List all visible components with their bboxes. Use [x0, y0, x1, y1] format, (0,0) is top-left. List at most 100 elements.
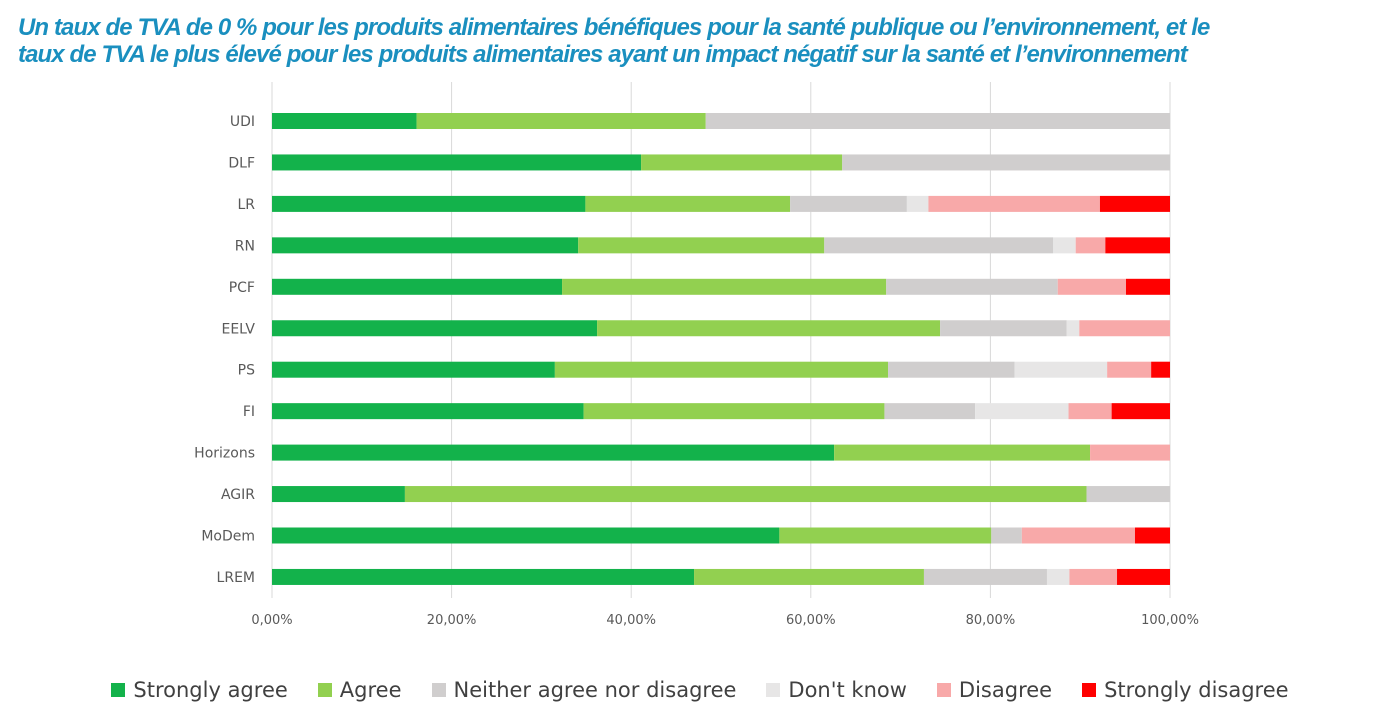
bar-segment: [824, 237, 1054, 254]
bar-segment: [694, 568, 924, 585]
bar-segment: [1125, 278, 1170, 295]
category-label: UDI: [230, 114, 255, 130]
bar-segment: [1151, 361, 1170, 378]
category-label: Horizons: [194, 446, 255, 462]
bar-segment: [1046, 568, 1070, 585]
bar-segment: [991, 527, 1022, 544]
x-tick-label: 0,00%: [251, 613, 292, 628]
bar-segment: [585, 195, 791, 212]
bar-segment: [272, 568, 695, 585]
stacked-bar-chart: UDI DLF LR RN PCF EELV PS FI Horizons AGIR MoDem LR…: [194, 82, 1199, 628]
legend-label: Disagree: [958, 678, 1053, 702]
x-axis-tick-labels: 0,00% 20,00% 40,00% 60,00% 80,00% 100,00%: [251, 613, 1199, 628]
category-label: LREM: [217, 570, 255, 586]
category-label: PS: [238, 363, 255, 379]
bar-segment: [272, 320, 598, 337]
bar-segment: [272, 361, 555, 378]
legend-label: Strongly agree: [133, 678, 288, 702]
bar-segment: [272, 444, 835, 461]
legend: Strongly agree Agree Neither agree nor dis…: [0, 678, 1400, 702]
category-label: FI: [243, 404, 255, 420]
legend-swatch: [1082, 683, 1097, 697]
category-label: EELV: [221, 321, 255, 337]
legend-label: Don't know: [788, 678, 907, 702]
chart-title-line-2: taux de TVA le plus élevé pour les produ…: [18, 41, 1188, 68]
legend-swatch: [766, 683, 781, 697]
chart-title-line-1: Un taux de TVA de 0 % pour les produits …: [18, 14, 1210, 41]
legend-item: Strongly agree: [111, 678, 288, 702]
bar-segment: [1068, 403, 1112, 420]
bar-segment: [641, 154, 843, 171]
x-tick-label: 20,00%: [427, 613, 477, 628]
bar-segment: [886, 278, 1058, 295]
bar-segment: [404, 486, 1087, 503]
legend-item: Strongly disagree: [1082, 678, 1289, 702]
bar-segment: [272, 403, 584, 420]
bar-segment: [1066, 320, 1080, 337]
bar-segment: [790, 195, 907, 212]
bar-segment: [975, 403, 1069, 420]
category-label: AGIR: [221, 487, 255, 503]
bar-segment: [562, 278, 887, 295]
legend-swatch: [936, 683, 951, 697]
category-label: MoDem: [201, 529, 255, 545]
bar-segment: [272, 195, 586, 212]
x-tick-label: 60,00%: [786, 613, 836, 628]
bar-segment: [554, 361, 889, 378]
chart-title: Un taux de TVA de 0 % pour les produits …: [18, 14, 1388, 68]
bar-segment: [705, 113, 1170, 129]
bar-segment: [842, 154, 1170, 171]
legend-label: Neither agree nor disagree: [453, 678, 737, 702]
legend-item: Neither agree nor disagree: [431, 678, 737, 702]
bar-segment: [1090, 444, 1170, 461]
bar-segment: [923, 568, 1047, 585]
x-tick-label: 100,00%: [1141, 613, 1199, 628]
category-label: RN: [235, 238, 255, 254]
bar-segment: [272, 237, 579, 254]
bar-segment: [906, 195, 929, 212]
bar-segment: [1075, 237, 1106, 254]
category-labels: UDI DLF LR RN PCF EELV PS FI Horizons AGIR MoDem LR…: [194, 114, 255, 586]
bar-segment: [416, 113, 706, 129]
bar-segment: [779, 527, 992, 544]
x-tick-label: 40,00%: [606, 613, 656, 628]
bar-segment: [1107, 361, 1152, 378]
legend-label: Strongly disagree: [1104, 678, 1289, 702]
category-label: PCF: [229, 280, 255, 296]
bar-segment: [1134, 527, 1170, 544]
legend-label: Agree: [339, 678, 402, 702]
bar-segment: [928, 195, 1100, 212]
bar-segment: [940, 320, 1067, 337]
bar-segment: [272, 113, 417, 129]
bar-segment: [834, 444, 1091, 461]
legend-item: Disagree: [936, 678, 1053, 702]
bar-segment: [1053, 237, 1076, 254]
bar-segment: [1079, 320, 1170, 337]
legend-swatch: [431, 683, 446, 697]
bar-segment: [888, 361, 1015, 378]
bars: [272, 113, 1170, 585]
bar-segment: [272, 527, 780, 544]
bar-segment: [583, 403, 885, 420]
legend-swatch: [317, 683, 332, 697]
legend-swatch: [111, 683, 126, 697]
bar-segment: [578, 237, 825, 254]
bar-segment: [272, 486, 405, 503]
x-tick-label: 80,00%: [966, 613, 1016, 628]
bar-segment: [1021, 527, 1135, 544]
category-label: DLF: [228, 155, 255, 171]
bar-segment: [1014, 361, 1108, 378]
bar-segment: [1117, 568, 1170, 585]
bar-segment: [1105, 237, 1170, 254]
bar-segment: [1069, 568, 1118, 585]
bar-segment: [1086, 486, 1170, 503]
bar-segment: [597, 320, 941, 337]
legend-item: Don't know: [766, 678, 907, 702]
bar-segment: [272, 278, 563, 295]
category-label: LR: [237, 197, 255, 213]
bar-segment: [884, 403, 976, 420]
legend-item: Agree: [317, 678, 402, 702]
bar-segment: [272, 154, 642, 171]
bar-segment: [1057, 278, 1126, 295]
bar-segment: [1111, 403, 1170, 420]
